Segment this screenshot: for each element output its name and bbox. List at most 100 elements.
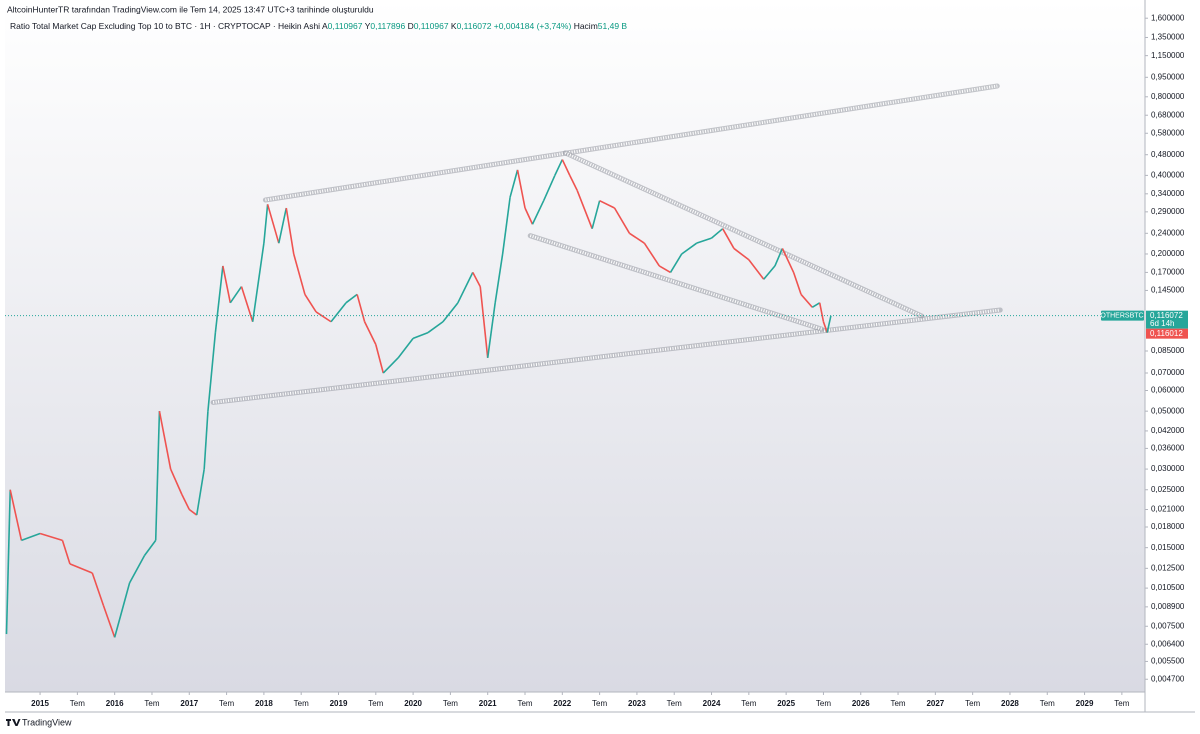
price-segment (792, 272, 802, 295)
y-tick-label: 0,070000 (1151, 368, 1185, 377)
price-segment (554, 159, 564, 176)
price-segment (561, 159, 571, 176)
price-segment (669, 253, 683, 273)
legend-value: 0,110967 (328, 21, 363, 31)
y-tick-label: 0,240000 (1151, 228, 1185, 237)
price-segment (128, 555, 146, 584)
price-segment (21, 532, 41, 542)
price-segment (599, 199, 615, 209)
price-segment (195, 468, 205, 516)
legend-label: K (451, 21, 457, 31)
last-price-label: 0,116072 (1150, 311, 1183, 320)
price-segment (61, 540, 71, 565)
price-segment (629, 232, 645, 244)
price-segment (188, 508, 198, 516)
price-segment (375, 344, 385, 374)
price-segment (363, 321, 377, 345)
y-tick-label: 0,007500 (1151, 621, 1185, 630)
x-tick-label: Tem (144, 699, 159, 708)
price-segment (169, 468, 183, 495)
price-segment (486, 302, 496, 358)
x-tick-label: Tem (1114, 699, 1129, 708)
y-tick-label: 1,350000 (1151, 33, 1185, 42)
price-segment (203, 411, 209, 470)
price-segment (292, 253, 306, 295)
price-segment (263, 204, 269, 244)
x-tick-label: Tem (965, 699, 980, 708)
price-segment (427, 321, 444, 334)
x-tick-label: 2018 (255, 699, 273, 708)
x-tick-label: 2028 (1001, 699, 1019, 708)
y-tick-label: 0,021000 (1151, 505, 1185, 514)
bid-tag (1146, 328, 1188, 339)
y-tick-label: 1,150000 (1151, 51, 1185, 60)
price-segment (240, 286, 254, 323)
x-tick-label: 2016 (106, 699, 124, 708)
price-segment (822, 321, 828, 333)
price-segment (356, 294, 366, 322)
x-tick-label: 2029 (1076, 699, 1094, 708)
y-tick-label: 0,060000 (1151, 386, 1185, 395)
y-tick-label: 0,008900 (1151, 602, 1185, 611)
symbol-tag (1101, 310, 1144, 321)
y-tick-label: 0,680000 (1151, 110, 1185, 119)
x-tick-label: 2020 (404, 699, 422, 708)
x-tick-label: Tem (517, 699, 532, 708)
legend-value: 51,49 B (598, 21, 628, 31)
legend: Ratio Total Market Cap Excluding Top 10 … (10, 21, 627, 31)
price-segment (722, 228, 735, 249)
y-tick-label: 0,950000 (1151, 72, 1185, 81)
price-segment (696, 237, 712, 244)
x-tick-label: Tem (294, 699, 309, 708)
x-tick-label: Tem (667, 699, 682, 708)
x-tick-label: Tem (368, 699, 383, 708)
trendline-hatch (212, 308, 1001, 404)
x-tick-label: Tem (592, 699, 607, 708)
x-tick-label: 2025 (777, 699, 795, 708)
price-segment (143, 539, 157, 556)
price-segment (412, 331, 429, 340)
price-segment (643, 242, 660, 267)
price-segment (774, 248, 784, 267)
price-segment (91, 572, 105, 606)
x-tick-label: 2023 (628, 699, 646, 708)
x-tick-label: 2027 (926, 699, 944, 708)
price-segment (516, 169, 526, 209)
x-tick-label: 2022 (553, 699, 571, 708)
x-tick-label: Tem (219, 699, 234, 708)
price-segment (457, 272, 474, 304)
price-segment (251, 243, 265, 322)
price-segment (826, 315, 832, 333)
price-segment (501, 197, 511, 255)
price-segment (472, 272, 481, 287)
x-tick-label: Tem (816, 699, 831, 708)
x-tick-label: Tem (443, 699, 458, 708)
y-tick-label: 0,042000 (1151, 426, 1185, 435)
price-segment (154, 411, 161, 541)
price-segment (524, 207, 534, 225)
legend-value: 0,117896 (370, 21, 405, 31)
y-tick-label: 0,145000 (1151, 286, 1185, 295)
price-segment (763, 265, 776, 280)
y-tick-label: 0,200000 (1151, 249, 1185, 258)
trendline-hatch (529, 234, 823, 331)
legend-label: D (408, 21, 414, 31)
legend-value: 0,110967 (414, 21, 449, 31)
price-segment (69, 563, 93, 574)
price-segment (658, 265, 671, 274)
price-segment (711, 228, 724, 239)
price-segment (285, 207, 295, 255)
symbol-tag-label: OTHERSBTC (1100, 313, 1143, 320)
price-segment (266, 204, 280, 244)
y-tick-label: 0,012500 (1151, 563, 1185, 572)
price-segment (330, 302, 347, 323)
price-segment (5, 489, 12, 635)
countdown: 6d 14h (1150, 319, 1174, 328)
y-tick-label: 0,050000 (1151, 406, 1185, 415)
price-segment (591, 200, 601, 229)
price-segment (39, 532, 63, 542)
credit: AltcoinHunterTR tarafından TradingView.c… (7, 4, 374, 14)
y-tick-label: 1,600000 (1151, 13, 1185, 22)
price-segment (315, 311, 332, 323)
price-segment (509, 169, 519, 198)
